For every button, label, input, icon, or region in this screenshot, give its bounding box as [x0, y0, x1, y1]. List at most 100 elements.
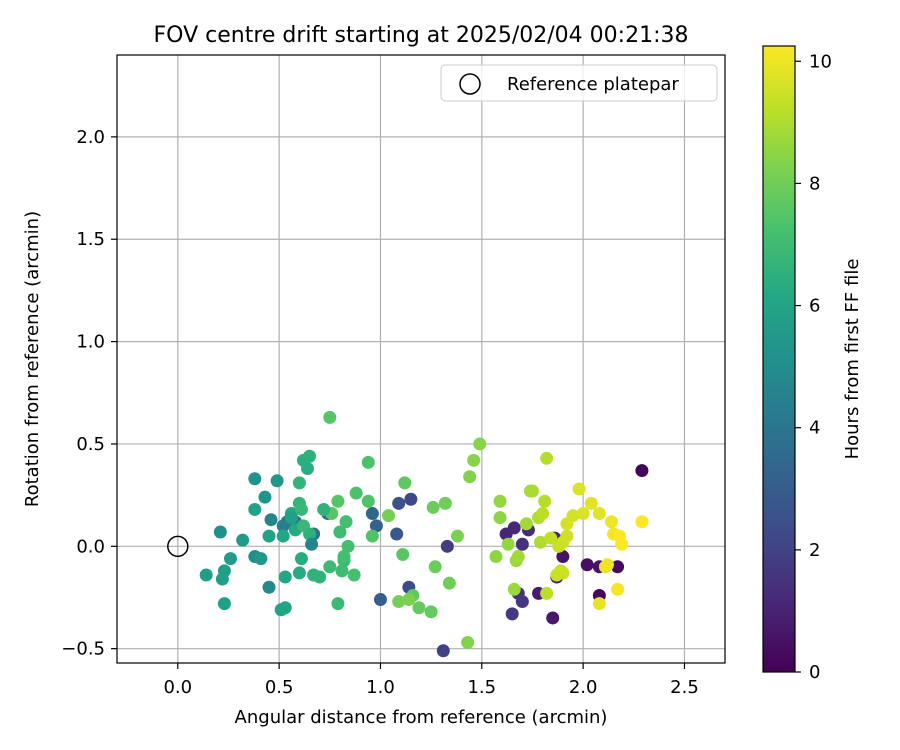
data-point — [337, 550, 351, 564]
data-point — [592, 597, 606, 611]
data-point — [284, 511, 298, 525]
data-point — [540, 586, 554, 600]
data-point — [519, 517, 533, 531]
y-axis-label: Rotation from reference (arcmin) — [22, 211, 43, 507]
data-point — [560, 529, 574, 543]
data-point — [396, 548, 410, 562]
colorbar-ticks: 0 2 4 6 8 10 — [795, 51, 832, 683]
data-point — [217, 564, 231, 578]
data-point — [258, 490, 272, 504]
data-point — [515, 537, 529, 551]
data-point — [556, 550, 570, 564]
data-point — [313, 570, 327, 584]
data-point — [584, 496, 598, 510]
colorbar-tick-label: 10 — [809, 51, 832, 72]
data-point — [349, 486, 363, 500]
data-point — [236, 533, 250, 547]
x-tick-label: 2.5 — [670, 677, 699, 698]
data-point — [392, 595, 406, 609]
data-point — [361, 494, 375, 508]
data-point — [294, 502, 308, 516]
legend-box — [440, 64, 718, 102]
data-point — [301, 462, 315, 476]
data-point — [501, 537, 515, 551]
legend: Reference platepar — [440, 64, 718, 102]
data-point — [292, 476, 306, 490]
data-point — [292, 566, 306, 580]
data-point — [536, 507, 550, 521]
data-point — [635, 515, 649, 529]
data-point — [347, 568, 361, 582]
data-point — [305, 537, 319, 551]
data-point — [505, 607, 519, 621]
data-point — [365, 507, 379, 521]
data-point — [538, 494, 552, 508]
data-point — [566, 509, 580, 523]
data-point — [276, 519, 290, 533]
data-point — [303, 449, 317, 463]
x-axis-label: Angular distance from reference (arcmin) — [235, 707, 608, 728]
data-point — [463, 470, 477, 484]
chart-title: FOV centre drift starting at 2025/02/04 … — [154, 23, 689, 48]
data-point — [442, 576, 456, 590]
data-point — [276, 529, 290, 543]
reference-platepar-marker — [167, 535, 189, 558]
data-point — [525, 484, 539, 498]
colorbar-tick-label: 4 — [809, 418, 820, 439]
data-point — [213, 525, 227, 539]
data-point — [473, 437, 487, 451]
data-point — [440, 539, 454, 553]
data-point — [404, 492, 418, 506]
data-point — [398, 476, 412, 490]
colorbar-gradient — [762, 45, 796, 673]
plot-frame — [116, 54, 726, 664]
y-tick-label: 2.0 — [76, 127, 105, 148]
data-point — [450, 529, 464, 543]
data-point — [217, 597, 231, 611]
data-point — [390, 527, 404, 541]
y-tick-label: −0.5 — [61, 639, 105, 660]
data-point — [461, 636, 475, 650]
data-point — [331, 597, 345, 611]
data-point — [369, 519, 383, 533]
colorbar-tick-label: 8 — [809, 173, 820, 194]
data-point — [402, 593, 416, 607]
data-point — [426, 500, 440, 514]
data-point — [428, 560, 442, 574]
data-point — [489, 550, 503, 564]
data-point — [540, 451, 554, 465]
data-point — [544, 531, 558, 545]
data-point — [323, 560, 337, 574]
data-point — [331, 494, 345, 508]
colorbar-tick-label: 0 — [809, 662, 820, 683]
y-tick-label: 0.0 — [76, 536, 105, 557]
data-point — [436, 644, 450, 658]
data-point — [600, 558, 614, 572]
data-point — [412, 601, 426, 615]
data-point — [248, 472, 262, 486]
data-point — [493, 511, 507, 525]
data-point — [365, 529, 379, 543]
data-point — [223, 552, 237, 566]
data-point — [438, 496, 452, 510]
data-point — [635, 464, 649, 478]
legend-label: Reference platepar — [507, 74, 679, 95]
data-point — [615, 537, 629, 551]
data-point — [262, 529, 276, 543]
y-tick-label: 1.5 — [76, 229, 105, 250]
legend-marker-icon — [459, 73, 481, 95]
data-point — [611, 560, 625, 574]
data-point — [254, 552, 268, 566]
colorbar-tick-label: 2 — [809, 540, 820, 561]
data-point — [580, 558, 594, 572]
x-tick-label: 2.0 — [569, 677, 598, 698]
data-point — [333, 525, 347, 539]
x-tick-label: 1.5 — [467, 677, 496, 698]
data-point — [493, 494, 507, 508]
data-point — [605, 515, 619, 529]
y-tick-label: 1.0 — [76, 332, 105, 353]
x-axis-ticks: 0.0 0.5 1.0 1.5 2.0 2.5 — [163, 663, 699, 698]
colorbar-label: Hours from first FF file — [842, 259, 863, 460]
colorbar-tick-label: 6 — [809, 296, 820, 317]
